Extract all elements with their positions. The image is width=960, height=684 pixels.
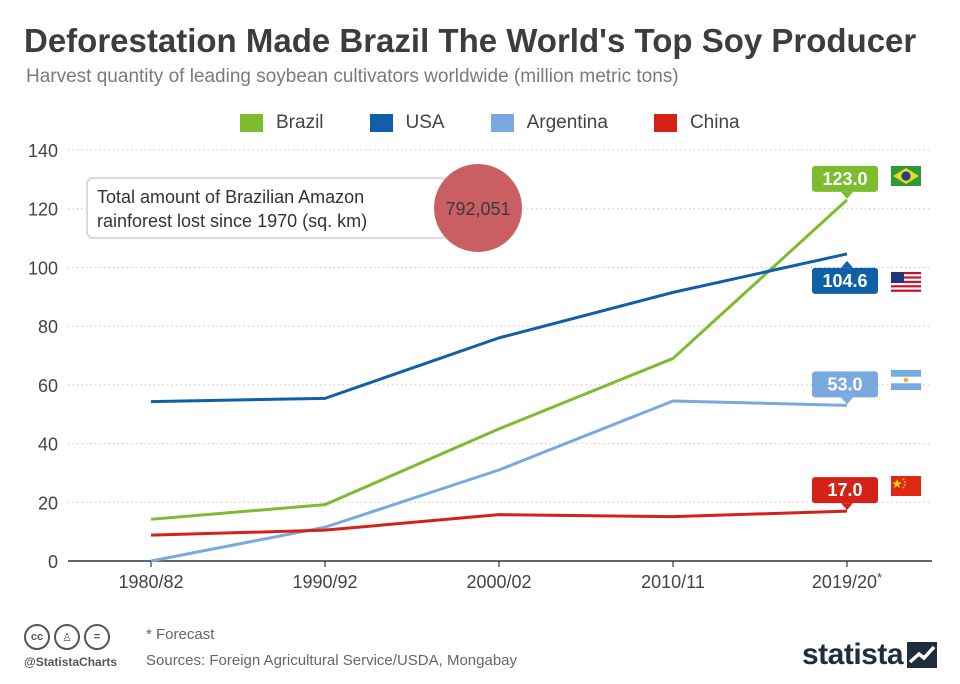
end-label-value: 104.6 [822,271,867,291]
no-derivatives-icon: = [84,624,110,650]
y-tick-label: 80 [38,317,58,337]
legend-label-china: China [689,112,740,133]
chart-subtitle: Harvest quantity of leading soybean cult… [26,66,679,87]
axis-layer: 0 20 40 60 80 100 120 140 1980/82 1990/92 2000/02 2… [28,141,932,592]
end-label-pointer [841,260,853,268]
end-labels: 123.0 104.6 53.0 17.0 [812,165,878,511]
deforestation-bubble [434,164,522,252]
legend-swatch-brazil [240,114,263,132]
argentina-flag-icon [890,369,922,391]
china-flag-icon [891,476,921,496]
end-label-pointer [841,397,853,405]
license-icons: cc ♙ = [24,624,110,650]
end-label-value: 53.0 [827,374,862,394]
end-label-china: 17.0 [812,477,878,511]
legend-item-argentina: Argentina [490,112,608,134]
end-label-usa: 104.6 [812,260,878,294]
legend-swatch-china [653,114,677,132]
callout-value: 792,051 [445,199,510,219]
end-label-box [812,371,878,398]
x-tick-label: 1990/92 [292,572,357,592]
end-label-box [812,267,878,294]
end-label-argentina: 53.0 [812,371,878,405]
creative-commons-icon: cc [24,624,50,650]
legend-swatch-argentina [490,114,514,132]
legend-swatch-usa [369,114,393,132]
callout-text-line2: rainforest lost since 1970 (sq. km) [97,211,367,231]
legend-label-usa: USA [405,112,445,133]
x-tick-label: 2019/20* [812,570,882,592]
attribution-icon: ♙ [54,624,80,650]
statista-mark-icon [907,642,938,668]
y-tick-label: 120 [28,200,58,220]
flags [890,166,922,496]
callout: Total amount of Brazilian Amazon rainfor… [86,164,522,252]
social-handle: @StatistaCharts [24,655,118,669]
end-label-value: 123.0 [822,169,867,189]
x-tick-label: 2010/11 [641,572,705,592]
callout-text-line1: Total amount of Brazilian Amazon [97,187,364,207]
statista-logo[interactable]: statista [802,638,938,672]
end-label-box [812,165,878,192]
y-tick-label: 40 [38,435,58,455]
brand-name: statista [802,638,904,671]
y-tick-label: 20 [38,493,58,513]
chart-title: Deforestation Made Brazil The World's To… [24,22,917,59]
x-tick-label: 1980/82 [118,572,183,592]
end-label-pointer [841,191,853,199]
end-label-value: 17.0 [827,480,862,500]
legend-item-brazil: Brazil [240,112,324,134]
y-tick-label: 60 [38,376,58,396]
end-label-brazil: 123.0 [812,165,878,199]
y-tick-label: 140 [28,141,58,161]
forecast-note: * Forecast [146,626,215,643]
series-layer [150,198,849,563]
usa-flag-icon [890,271,922,293]
x-tick-label: 2000/02 [466,572,531,592]
end-label-box [812,477,878,504]
legend: Brazil USA Argentina China [240,112,740,134]
legend-item-usa: USA [369,112,445,134]
sources-note: Sources: Foreign Agricultural Service/US… [146,652,518,669]
series-line-usa [150,252,848,404]
brazil-flag-icon [891,166,921,186]
legend-label-argentina: Argentina [526,112,608,133]
end-label-pointer [841,503,853,511]
y-tick-label: 100 [28,258,58,278]
y-tick-label: 0 [48,552,58,572]
series-line-argentina [150,399,848,563]
legend-item-china: China [653,112,740,134]
legend-label-brazil: Brazil [276,112,324,133]
